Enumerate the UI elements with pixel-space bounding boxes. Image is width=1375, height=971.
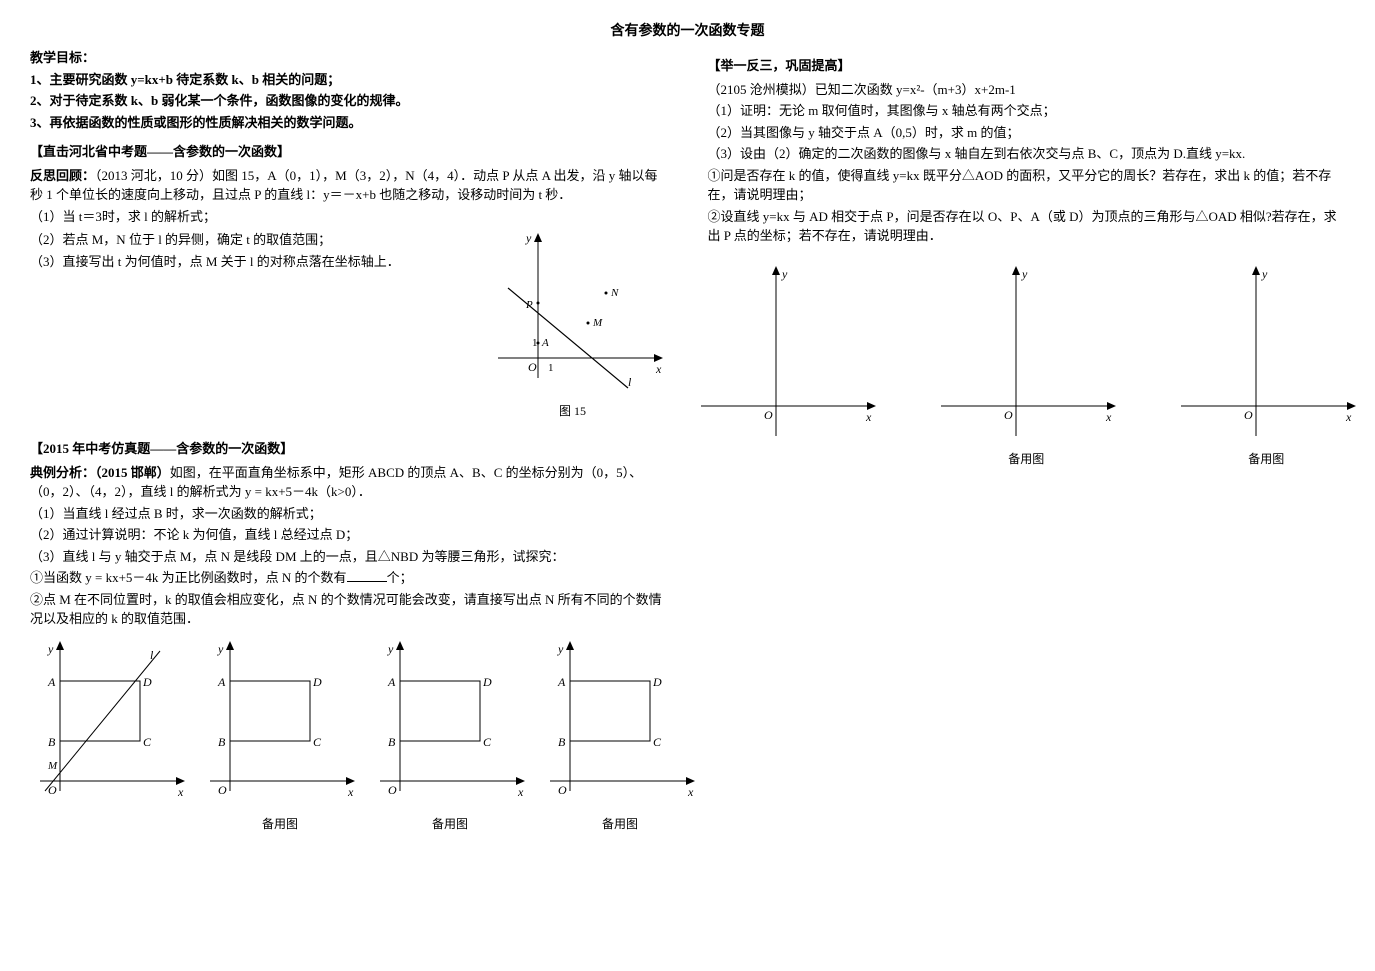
- figure-15: O x y 1 1 l A P M N: [478, 228, 668, 419]
- right-backup-caption-2: 备用图: [1176, 450, 1356, 467]
- svg-text:D: D: [142, 675, 152, 689]
- backup-fig-3: O x y A D B C 备用图: [540, 641, 700, 832]
- svg-text:A: A: [47, 675, 56, 689]
- svg-text:y: y: [387, 642, 394, 656]
- svg-text:A: A: [387, 675, 396, 689]
- left-column: 教学目标： 1、主要研究函数 y=kx+b 待定系数 k、b 相关的问题； 2、…: [30, 46, 668, 832]
- sec2-q1: （1）当直线 l 经过点 B 时，求一次函数的解析式；: [30, 504, 668, 524]
- sec2-sub1: ①当函数 y = kx+5－4k 为正比例函数时，点 N 的个数有 个；: [30, 568, 668, 588]
- svg-text:l: l: [150, 648, 154, 662]
- sec2-q3: （3）直线 l 与 y 轴交于点 M，点 N 是线段 DM 上的一点，且△NBD…: [30, 547, 668, 567]
- svg-text:O: O: [764, 408, 773, 422]
- sec1-body: 反思回顾：（2013 河北，10 分）如图 15，A（0，1），M（3，2），N…: [30, 166, 668, 205]
- svg-text:y: y: [781, 267, 788, 281]
- svg-text:y: y: [47, 642, 54, 656]
- svg-text:x: x: [517, 785, 524, 799]
- sec1-body-text: （2013 河北，10 分）如图 15，A（0，1），M（3，2），N（4，4）…: [30, 168, 658, 203]
- svg-text:B: B: [558, 735, 566, 749]
- svg-text:C: C: [313, 735, 322, 749]
- svg-text:B: B: [388, 735, 396, 749]
- svg-text:x: x: [687, 785, 694, 799]
- main-fig-blank-caption: [30, 815, 190, 830]
- left-figure-row: O x y A D B C l M: [30, 641, 668, 832]
- svg-text:y: y: [217, 642, 224, 656]
- svg-text:C: C: [143, 735, 152, 749]
- svg-text:x: x: [177, 785, 184, 799]
- right-sub1: ①问是否存在 k 的值，使得直线 y=kx 既平分△AOD 的面积，又平分它的周…: [708, 166, 1346, 205]
- svg-text:x: x: [1345, 410, 1352, 424]
- fig15-caption: 图 15: [478, 402, 668, 419]
- sec2-head: 【2015 年中考仿真题——含参数的一次函数】: [30, 439, 668, 459]
- right-sec-head: 【举一反三，巩固提高】: [708, 56, 1346, 76]
- sec2-q2: （2）通过计算说明：不论 k 为何值，直线 l 总经过点 D；: [30, 525, 668, 545]
- svg-text:O: O: [558, 783, 567, 797]
- svg-text:D: D: [482, 675, 492, 689]
- svg-text:x: x: [655, 362, 662, 376]
- right-q1: （1）证明：无论 m 取何值时，其图像与 x 轴总有两个交点；: [708, 101, 1346, 121]
- sec1-title: 反思回顾：: [30, 168, 95, 183]
- svg-text:x: x: [865, 410, 872, 424]
- right-fig1-blank-caption: [696, 450, 876, 465]
- svg-text:B: B: [48, 735, 56, 749]
- backup-caption-1: 备用图: [200, 815, 360, 832]
- svg-text:B: B: [218, 735, 226, 749]
- sec2-title: 典例分析：（2015 邯郸）: [30, 465, 170, 480]
- svg-text:P: P: [525, 299, 533, 311]
- svg-text:M: M: [592, 317, 603, 329]
- right-q3: （3）设由（2）确定的二次函数的图像与 x 轴自左到右依次交与点 B、C，顶点为…: [708, 144, 1346, 164]
- page-columns: 教学目标： 1、主要研究函数 y=kx+b 待定系数 k、b 相关的问题； 2、…: [30, 46, 1345, 832]
- svg-text:M: M: [47, 760, 58, 772]
- main-rect-figure: O x y A D B C l M: [30, 641, 190, 832]
- svg-text:y: y: [1021, 267, 1028, 281]
- sec1-q2: （2）若点 M，N 位于 l 的异侧，确定 t 的取值范围；: [30, 230, 478, 250]
- svg-text:l: l: [628, 375, 632, 389]
- svg-text:O: O: [528, 360, 537, 374]
- svg-text:1: 1: [548, 362, 554, 374]
- page-title: 含有参数的一次函数专题: [30, 20, 1345, 40]
- svg-text:O: O: [1244, 408, 1253, 422]
- svg-text:y: y: [1261, 267, 1268, 281]
- right-axes-1: O x y: [696, 266, 876, 467]
- svg-text:A: A: [541, 337, 549, 349]
- backup-fig-1: O x y A D B C 备用图: [200, 641, 360, 832]
- sec2-sub1b: 个；: [387, 570, 413, 585]
- sec1-head: 【直击河北省中考题——含参数的一次函数】: [30, 142, 668, 162]
- sec2-body: 典例分析：（2015 邯郸）如图，在平面直角坐标系中，矩形 ABCD 的顶点 A…: [30, 463, 668, 502]
- svg-text:D: D: [312, 675, 322, 689]
- svg-text:O: O: [388, 783, 397, 797]
- right-column: 【举一反三，巩固提高】 （2105 沧州模拟）已知二次函数 y=x²-（m+3）…: [708, 46, 1346, 832]
- svg-text:D: D: [652, 675, 662, 689]
- right-backup-caption-1: 备用图: [936, 450, 1116, 467]
- backup-caption-2: 备用图: [370, 815, 530, 832]
- right-figure-row: O x y O x y 备用图: [708, 266, 1346, 467]
- svg-text:A: A: [557, 675, 566, 689]
- goal-3: 3、再依据函数的性质或图形的性质解决相关的数学问题。: [30, 113, 668, 133]
- svg-text:y: y: [525, 231, 532, 245]
- right-axes-3: O x y 备用图: [1176, 266, 1356, 467]
- svg-text:y: y: [557, 642, 564, 656]
- svg-text:A: A: [217, 675, 226, 689]
- backup-caption-3: 备用图: [540, 815, 700, 832]
- svg-text:N: N: [610, 287, 619, 299]
- right-body: （2105 沧州模拟）已知二次函数 y=x²-（m+3）x+2m-1: [708, 80, 1346, 100]
- right-axes-2: O x y 备用图: [936, 266, 1116, 467]
- svg-text:O: O: [1004, 408, 1013, 422]
- goal-1: 1、主要研究函数 y=kx+b 待定系数 k、b 相关的问题；: [30, 70, 668, 90]
- blank-fill: [347, 569, 387, 582]
- sec1-q3: （3）直接写出 t 为何值时，点 M 关于 l 的对称点落在坐标轴上．: [30, 252, 478, 272]
- sec2-sub1a: ①当函数 y = kx+5－4k 为正比例函数时，点 N 的个数有: [30, 570, 347, 585]
- goal-2: 2、对于待定系数 k、b 弱化某一个条件，函数图像的变化的规律。: [30, 91, 668, 111]
- svg-text:x: x: [1105, 410, 1112, 424]
- sec2-sub2: ②点 M 在不同位置时，k 的取值会相应变化，点 N 的个数情况可能会改变，请直…: [30, 590, 668, 629]
- svg-text:x: x: [347, 785, 354, 799]
- backup-fig-2: O x y A D B C 备用图: [370, 641, 530, 832]
- right-sub2: ②设直线 y=kx 与 AD 相交于点 P，问是否存在以 O、P、A（或 D）为…: [708, 207, 1346, 246]
- sec1-q1: （1）当 t＝3时，求 l 的解析式；: [30, 207, 668, 227]
- svg-text:O: O: [218, 783, 227, 797]
- right-q2: （2）当其图像与 y 轴交于点 A（0,5）时，求 m 的值；: [708, 123, 1346, 143]
- goals-head: 教学目标：: [30, 48, 668, 68]
- svg-text:C: C: [483, 735, 492, 749]
- svg-text:C: C: [653, 735, 662, 749]
